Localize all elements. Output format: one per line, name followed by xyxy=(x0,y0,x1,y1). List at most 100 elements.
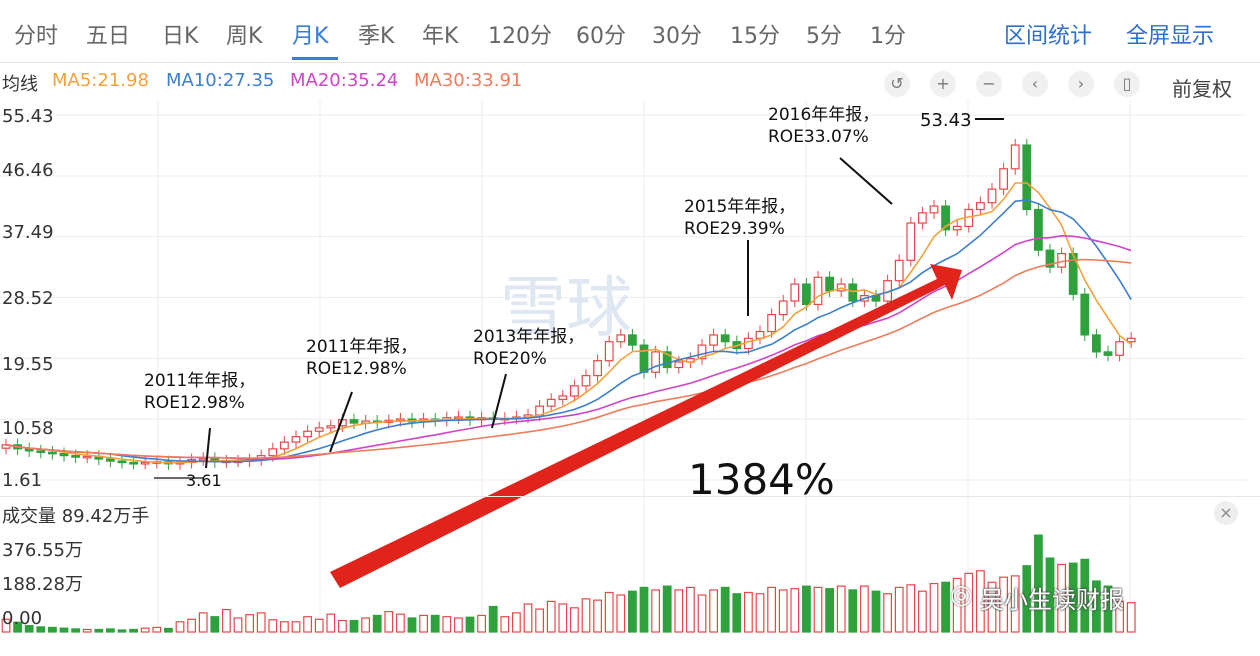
volume-bar xyxy=(720,586,730,633)
fullscreen-link[interactable]: 全屏显示 xyxy=(1126,24,1215,49)
volume-bar xyxy=(1103,585,1113,633)
volume-bar xyxy=(280,621,289,633)
candle-body xyxy=(975,202,985,211)
candle-body xyxy=(709,334,718,346)
chevron-left-icon[interactable]: ‹ xyxy=(1022,71,1048,97)
candle-body xyxy=(1126,337,1136,343)
annotation-text: 2011年年报， xyxy=(144,371,256,391)
tab-60min[interactable]: 60分 xyxy=(576,24,626,49)
tab-1min[interactable]: 1分 xyxy=(870,24,906,49)
candle-body xyxy=(581,375,591,387)
volume-bar xyxy=(685,586,695,633)
volume-bar xyxy=(465,616,475,633)
annotation-text: 2013年年报， xyxy=(473,327,585,347)
candle-body xyxy=(1091,334,1101,353)
candle-body xyxy=(604,341,614,362)
candle-body xyxy=(987,188,997,204)
volume-bar xyxy=(338,619,347,633)
annotation-2015: 2015年年报， ROE29.39% xyxy=(684,196,795,240)
volume-bar xyxy=(755,593,765,633)
candle-body xyxy=(929,205,939,214)
volume-bar xyxy=(917,590,927,633)
candle-body xyxy=(454,416,463,420)
candle-body xyxy=(906,222,916,261)
volume-bar xyxy=(1091,580,1101,633)
volume-bar xyxy=(743,591,753,633)
annotation-text: ROE20% xyxy=(473,349,547,369)
ma10-label: MA10:27.35 xyxy=(166,70,275,91)
volume-bar xyxy=(419,614,428,633)
candle-body xyxy=(1045,249,1055,268)
candle-body xyxy=(813,276,823,306)
candle-body xyxy=(616,334,626,343)
annotation-text: 2015年年报， xyxy=(684,197,796,217)
forward-adjust-button[interactable]: 前复权 xyxy=(1172,77,1232,101)
candle-body xyxy=(129,461,139,465)
annotation-pointer xyxy=(205,427,211,469)
volume-bar xyxy=(859,585,869,633)
tab-15min[interactable]: 15分 xyxy=(730,24,780,49)
tab-daily-k[interactable]: 日K xyxy=(162,24,199,49)
wechat-icon: ◎ xyxy=(950,580,973,610)
volume-bar xyxy=(1010,575,1020,633)
tab-yearly-k[interactable]: 年K xyxy=(422,24,459,49)
volume-bar xyxy=(291,621,301,633)
candle-body xyxy=(627,334,637,346)
volume-bar xyxy=(105,628,115,633)
annotation-text: 2011年年报， xyxy=(306,337,418,357)
candle-body xyxy=(47,451,57,455)
candle-body xyxy=(105,458,115,462)
tab-weekly-k[interactable]: 周K xyxy=(226,24,263,49)
zoom-out-icon[interactable]: − xyxy=(976,71,1002,97)
volume-bar xyxy=(361,617,370,633)
annotation-text: ROE33.07% xyxy=(768,127,869,147)
gain-percentage: 1384% xyxy=(688,455,835,504)
range-stats-link[interactable]: 区间统计 xyxy=(1004,24,1093,49)
volume-bar xyxy=(651,589,660,633)
candle-body xyxy=(558,395,568,400)
zoom-in-icon[interactable]: + xyxy=(930,71,956,97)
tab-quarterly-k[interactable]: 季K xyxy=(358,24,395,49)
candle-body xyxy=(303,430,312,438)
low-price-label: 3.61 xyxy=(186,471,222,490)
close-icon[interactable]: × xyxy=(1214,501,1238,525)
volume-tick: 188.28万 xyxy=(2,574,83,595)
tab-5min[interactable]: 5分 xyxy=(806,24,842,49)
tab-monthly-k[interactable]: 月K xyxy=(292,24,329,49)
volume-bar xyxy=(233,617,243,633)
tab-120min[interactable]: 120分 xyxy=(488,24,552,49)
annotation-pointer xyxy=(839,157,893,205)
annotation-text: ROE12.98% xyxy=(144,393,245,413)
volume-bar xyxy=(384,611,394,633)
volume-bar xyxy=(825,588,834,633)
candle-body xyxy=(720,334,730,343)
volume-bar xyxy=(593,599,602,633)
volume-bar xyxy=(999,576,1008,633)
volume-bar xyxy=(256,612,266,633)
author-watermark: 吴小生读财报 xyxy=(980,586,1124,614)
tab-intraday[interactable]: 分时 xyxy=(14,24,59,49)
volume-bar xyxy=(883,593,892,633)
volume-bar xyxy=(535,608,544,633)
candle-body xyxy=(280,441,289,450)
tab-five-day[interactable]: 五日 xyxy=(86,24,131,49)
candle-body xyxy=(291,436,301,443)
volume-bar xyxy=(964,572,974,633)
tab-30min[interactable]: 30分 xyxy=(652,24,702,49)
volume-bar xyxy=(674,589,684,633)
volume-bar xyxy=(639,586,649,633)
volume-bar xyxy=(1057,563,1067,633)
price-tick: 55.43 xyxy=(2,106,54,127)
volume-bar xyxy=(604,591,614,633)
chevron-right-icon[interactable]: › xyxy=(1068,71,1094,97)
annotation-pointer xyxy=(329,391,353,453)
price-tick: 28.52 xyxy=(2,288,54,309)
candle-style-icon[interactable]: ▯ xyxy=(1114,71,1140,97)
volume-bar xyxy=(906,584,916,633)
volume-bar xyxy=(245,614,255,633)
volume-bar xyxy=(314,618,324,633)
volume-bar xyxy=(778,589,788,633)
volume-bar xyxy=(488,605,498,633)
candle-body xyxy=(651,351,660,373)
reset-icon[interactable]: ↺ xyxy=(884,71,910,97)
